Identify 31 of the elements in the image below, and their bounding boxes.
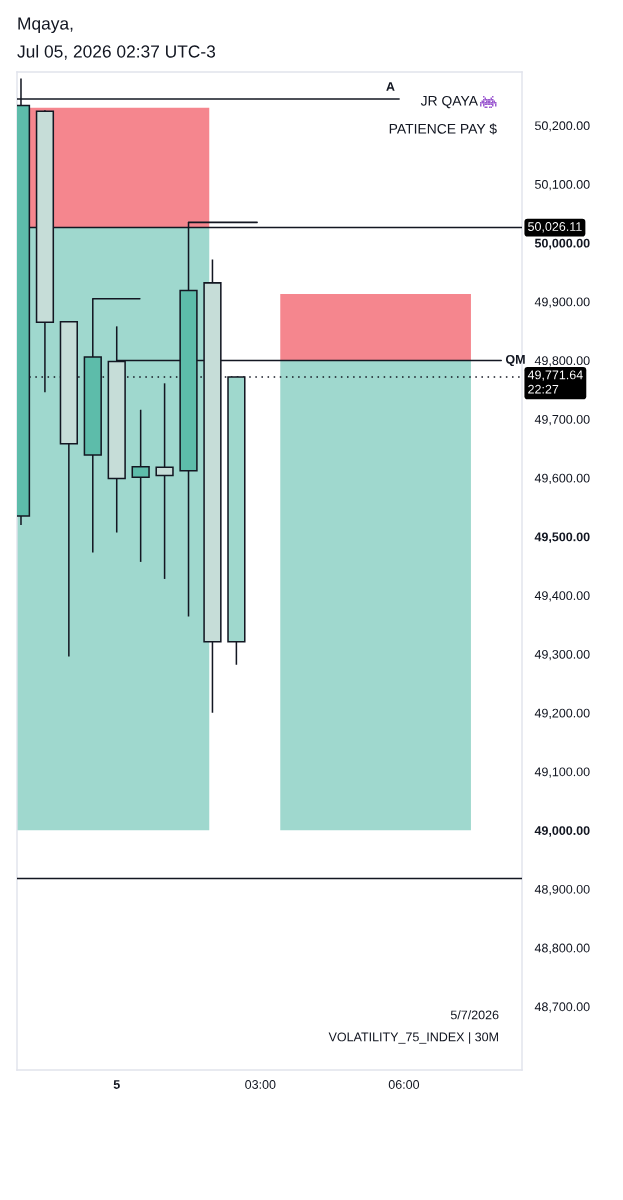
- y-tick-label: 49,800.00: [534, 356, 590, 367]
- x-tick-label: 03:00: [245, 1080, 276, 1089]
- y-tick-label: 49,600.00: [534, 473, 590, 485]
- ref-line-label: 49,771.64 22:27: [527, 370, 583, 394]
- annotation: PATIENCE PAY $: [389, 123, 497, 135]
- ref-line-label: 50,026.11: [528, 222, 582, 233]
- y-tick-label: 49,900.00: [534, 297, 590, 308]
- y-tick-label: 50,200.00: [535, 121, 590, 132]
- y-tick-label: 49,100.00: [534, 767, 590, 778]
- annotation: VOLATILITY_75_INDEX | 30M: [328, 1032, 498, 1044]
- x-tick-label: 06:00: [388, 1080, 420, 1089]
- y-tick-label: 48,800.00: [534, 943, 590, 954]
- y-tick-label: 49,200.00: [534, 708, 590, 719]
- candlestick: [155, 382, 174, 580]
- chart-title: Mqaya,: [18, 17, 73, 34]
- y-tick-label: 50,000.00: [534, 238, 590, 250]
- annotation: JR QAYA: [420, 95, 478, 109]
- series-label: QM: [505, 354, 525, 367]
- series-label: A: [386, 82, 395, 91]
- y-tick-label: 49,500.00: [534, 532, 590, 544]
- candlestick: [131, 408, 150, 563]
- y-tick-label: 49,700.00: [534, 414, 590, 426]
- y-tick-label: 48,700.00: [534, 1002, 590, 1013]
- y-tick-label: 49,400.00: [534, 591, 590, 602]
- y-tick-label: 50,100.00: [535, 180, 590, 191]
- x-tick-label: 5: [113, 1080, 120, 1089]
- annotation: 5/7/2026: [450, 1010, 499, 1020]
- y-tick-label: 49,000.00: [534, 826, 590, 837]
- y-tick-label: 48,900.00: [534, 884, 590, 896]
- y-tick-label: 49,300.00: [534, 649, 590, 661]
- chart-subtitle: Jul 05, 2026 02:37 UTC-3: [17, 44, 216, 60]
